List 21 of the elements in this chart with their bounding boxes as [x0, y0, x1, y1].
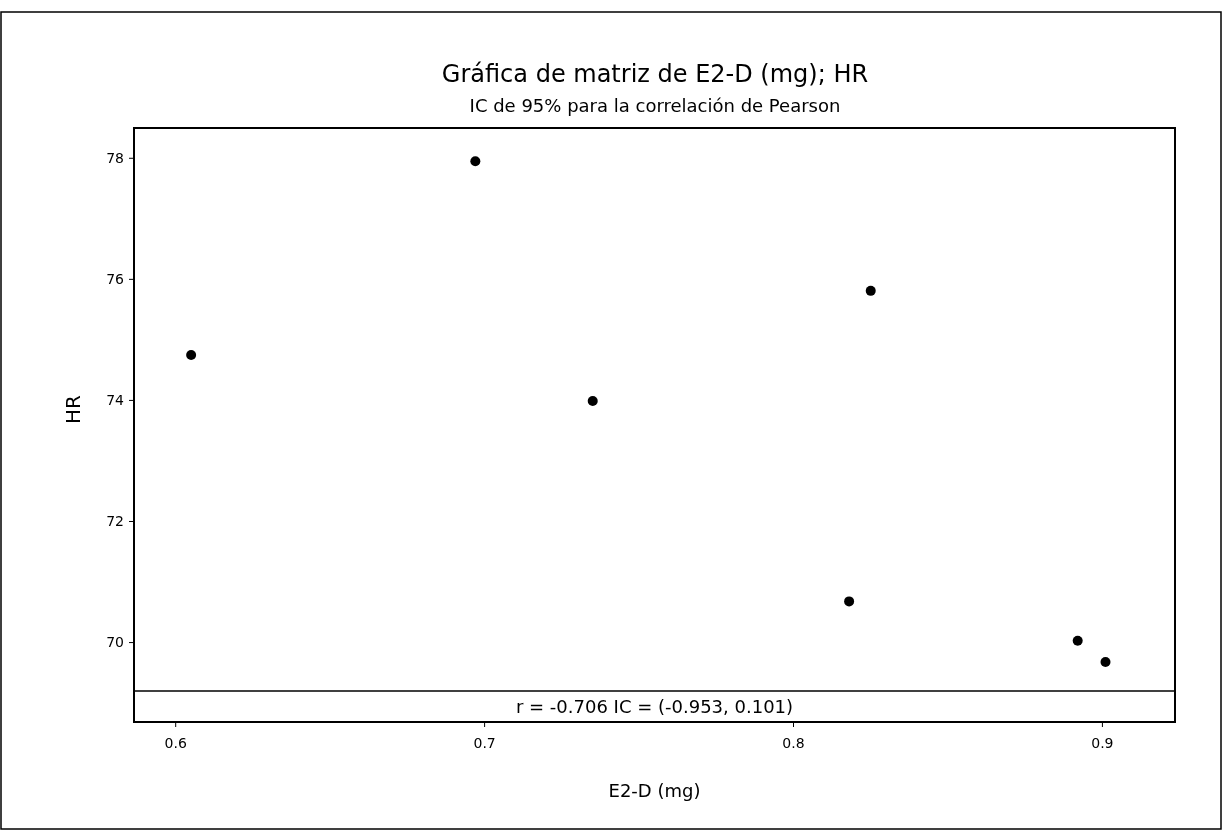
chart-subtitle: IC de 95% para la correlación de Pearson — [469, 95, 841, 116]
point — [470, 156, 481, 167]
point — [1100, 656, 1111, 667]
point — [186, 350, 197, 361]
chart-title: Gráfica de matriz de E2-D (mg); HR — [441, 60, 869, 88]
x-tick-label: 0.7 — [473, 735, 496, 751]
x-axis-title: E2-D (mg) — [608, 780, 701, 801]
x-tick-label: 0.6 — [164, 735, 187, 751]
y-axis-title: HR — [61, 394, 85, 424]
point — [587, 396, 598, 407]
y-tick-label: 70 — [106, 634, 124, 651]
y-tick-label: 74 — [106, 392, 125, 409]
point — [1072, 635, 1083, 646]
x-tick-label: 0.9 — [1091, 735, 1114, 751]
x-tick-label: 0.8 — [782, 735, 805, 751]
y-tick-label: 72 — [106, 513, 124, 530]
y-tick-label: 78 — [106, 150, 124, 167]
y-tick-label: 76 — [106, 271, 125, 288]
point — [844, 596, 855, 607]
text: r = -0.706 IC = (-0.953, 0.101) — [515, 696, 794, 717]
point — [865, 285, 876, 296]
